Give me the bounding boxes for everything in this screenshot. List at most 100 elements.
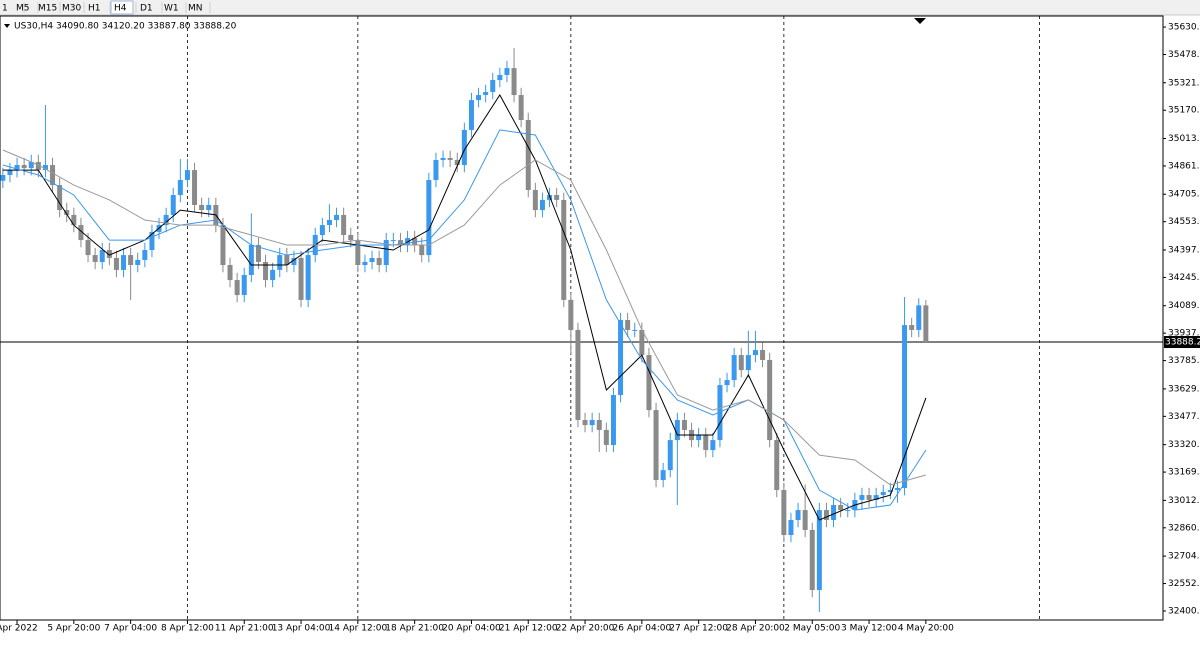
candle-body xyxy=(390,240,396,242)
current-price-label: 33888.20 xyxy=(1165,338,1200,348)
candle-body xyxy=(497,74,503,81)
candle-body xyxy=(923,305,929,343)
x-tick-label: 28 Apr 20:00 xyxy=(726,624,785,634)
toolbar-button[interactable]: H4 xyxy=(114,4,127,14)
x-tick-label: 13 Apr 04:00 xyxy=(272,624,331,634)
candle-body xyxy=(270,269,276,281)
candle-body xyxy=(873,495,879,500)
candle-body xyxy=(646,355,652,411)
candle-body xyxy=(348,235,354,241)
candle-body xyxy=(660,470,666,481)
candle-body xyxy=(561,199,567,300)
candle-body xyxy=(284,255,290,266)
y-tick-label: 34397.20 xyxy=(1168,245,1200,255)
plot-area xyxy=(0,15,1164,621)
candle-body xyxy=(511,68,517,96)
candle-body xyxy=(909,325,915,330)
y-tick-label: 33785.40 xyxy=(1168,356,1200,366)
candle-body xyxy=(618,320,624,396)
candle-body xyxy=(163,214,169,226)
candle-body xyxy=(468,100,474,130)
candle-body xyxy=(610,395,616,445)
y-tick-label: 33629.00 xyxy=(1168,384,1200,394)
candle-body xyxy=(738,355,744,371)
candle-body xyxy=(603,429,609,445)
candle-body xyxy=(788,520,794,536)
candle-body xyxy=(199,204,205,211)
toolbar-button[interactable]: H1 xyxy=(88,4,101,14)
x-tick-label: 26 Apr 04:00 xyxy=(613,624,672,634)
candle-body xyxy=(170,195,176,215)
y-tick-label: 32400.80 xyxy=(1168,607,1200,617)
candle-body xyxy=(426,180,432,256)
candle-body xyxy=(135,259,141,266)
candle-body xyxy=(703,435,709,451)
y-tick-label: 33477.20 xyxy=(1168,412,1200,422)
toolbar-button[interactable]: M5 xyxy=(16,4,30,14)
toolbar-button-active[interactable] xyxy=(110,0,134,15)
candle-body xyxy=(760,350,766,360)
candle-body xyxy=(0,174,6,181)
candle-body xyxy=(14,165,20,171)
candle-body xyxy=(838,504,844,511)
candle-body xyxy=(92,255,98,262)
candle-body xyxy=(902,325,908,488)
candle-body xyxy=(28,161,34,169)
candle-body xyxy=(454,159,460,166)
candle-body xyxy=(724,380,730,386)
x-tick-label: 4 May 20:00 xyxy=(898,624,954,634)
candle-body xyxy=(376,257,382,266)
candle-body xyxy=(369,257,375,262)
candle-body xyxy=(362,261,368,266)
toolbar-button[interactable]: W1 xyxy=(164,4,179,14)
toolbar-button[interactable]: D1 xyxy=(140,4,153,14)
candle-body xyxy=(568,299,574,330)
toolbar-button[interactable]: M30 xyxy=(62,4,81,14)
candle-body xyxy=(632,329,638,331)
candle-body xyxy=(99,250,105,262)
candle-body xyxy=(795,510,801,521)
candle-body xyxy=(667,440,673,471)
candle-body xyxy=(831,504,837,521)
chart-header: US30,H4 34090.80 34120.20 33887.80 33888… xyxy=(14,22,237,32)
x-tick-label: 14 Apr 12:00 xyxy=(329,624,388,634)
candle-body xyxy=(184,170,190,181)
y-tick-label: 35013.60 xyxy=(1168,134,1200,144)
candle-body xyxy=(85,240,91,256)
toolbar-button[interactable]: 1 xyxy=(2,4,8,14)
candle-body xyxy=(21,165,27,169)
y-tick-label: 35321.80 xyxy=(1168,78,1200,88)
x-tick-label: 7 Apr 04:00 xyxy=(104,624,157,634)
y-tick-label: 34861.80 xyxy=(1168,161,1200,171)
candle-body xyxy=(483,91,489,96)
candle-body xyxy=(440,157,446,160)
y-tick-label: 35170.00 xyxy=(1168,106,1200,116)
candle-body xyxy=(639,329,645,356)
candle-body xyxy=(113,257,119,270)
x-tick-label: 20 Apr 04:00 xyxy=(442,624,501,634)
candle-body xyxy=(149,231,155,251)
candle-body xyxy=(809,529,815,590)
candle-body xyxy=(341,214,347,236)
y-tick-label: 33169.00 xyxy=(1168,468,1200,478)
candle-body xyxy=(504,68,510,75)
candle-body xyxy=(887,489,893,492)
candle-body xyxy=(71,214,77,226)
candle-body xyxy=(383,240,389,266)
candle-body xyxy=(263,261,269,281)
y-tick-label: 32552.60 xyxy=(1168,579,1200,589)
candle-body xyxy=(241,274,247,296)
candle-body xyxy=(575,329,581,421)
candle-body xyxy=(476,95,482,101)
candle-body xyxy=(532,189,538,211)
symbol-marker xyxy=(4,24,10,28)
candle-body xyxy=(35,161,41,171)
candle-body xyxy=(767,359,773,441)
x-tick-label: 2 May 05:00 xyxy=(784,624,840,634)
toolbar-button[interactable]: MN xyxy=(188,4,203,14)
x-tick-label: 27 Apr 12:00 xyxy=(669,624,728,634)
y-tick-label: 33320.80 xyxy=(1168,440,1200,450)
candle-body xyxy=(823,510,829,521)
toolbar-button[interactable]: M15 xyxy=(38,4,57,14)
